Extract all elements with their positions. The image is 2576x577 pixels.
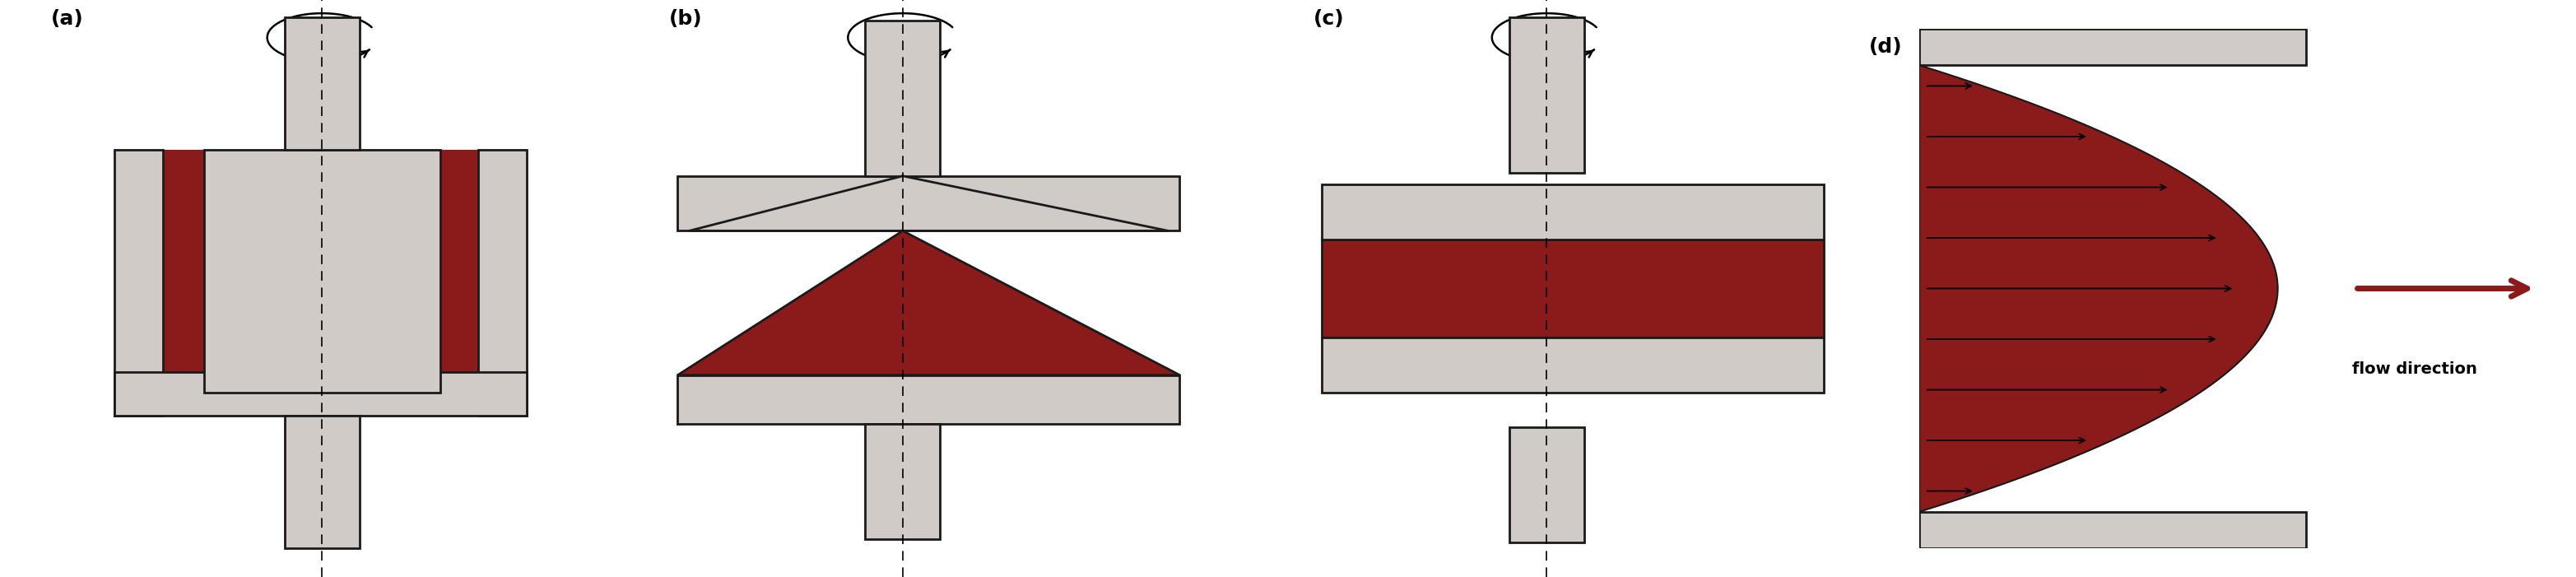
Polygon shape bbox=[677, 231, 1180, 375]
Bar bbox=[283, 415, 361, 548]
Text: (b): (b) bbox=[670, 9, 703, 28]
Text: flow direction: flow direction bbox=[2352, 361, 2478, 377]
Bar bbox=[283, 17, 361, 150]
Bar bbox=[677, 176, 1180, 231]
Bar bbox=[1321, 338, 1824, 392]
Bar bbox=[113, 150, 162, 415]
Bar bbox=[113, 372, 528, 415]
Text: (c): (c) bbox=[1314, 9, 1345, 28]
Bar bbox=[1321, 239, 1824, 338]
Bar bbox=[866, 20, 940, 176]
Bar bbox=[1510, 17, 1584, 173]
Bar bbox=[677, 375, 1180, 424]
Bar bbox=[113, 150, 528, 415]
Bar bbox=[866, 424, 940, 539]
Polygon shape bbox=[690, 176, 1167, 231]
Polygon shape bbox=[1919, 65, 2277, 512]
Bar bbox=[1919, 512, 2306, 548]
Text: (a): (a) bbox=[52, 9, 82, 28]
Bar bbox=[1919, 29, 2306, 65]
Bar bbox=[1510, 427, 1584, 542]
Bar bbox=[204, 150, 440, 392]
Bar bbox=[1321, 185, 1824, 239]
Text: (d): (d) bbox=[1868, 36, 1901, 57]
Bar bbox=[477, 150, 528, 415]
